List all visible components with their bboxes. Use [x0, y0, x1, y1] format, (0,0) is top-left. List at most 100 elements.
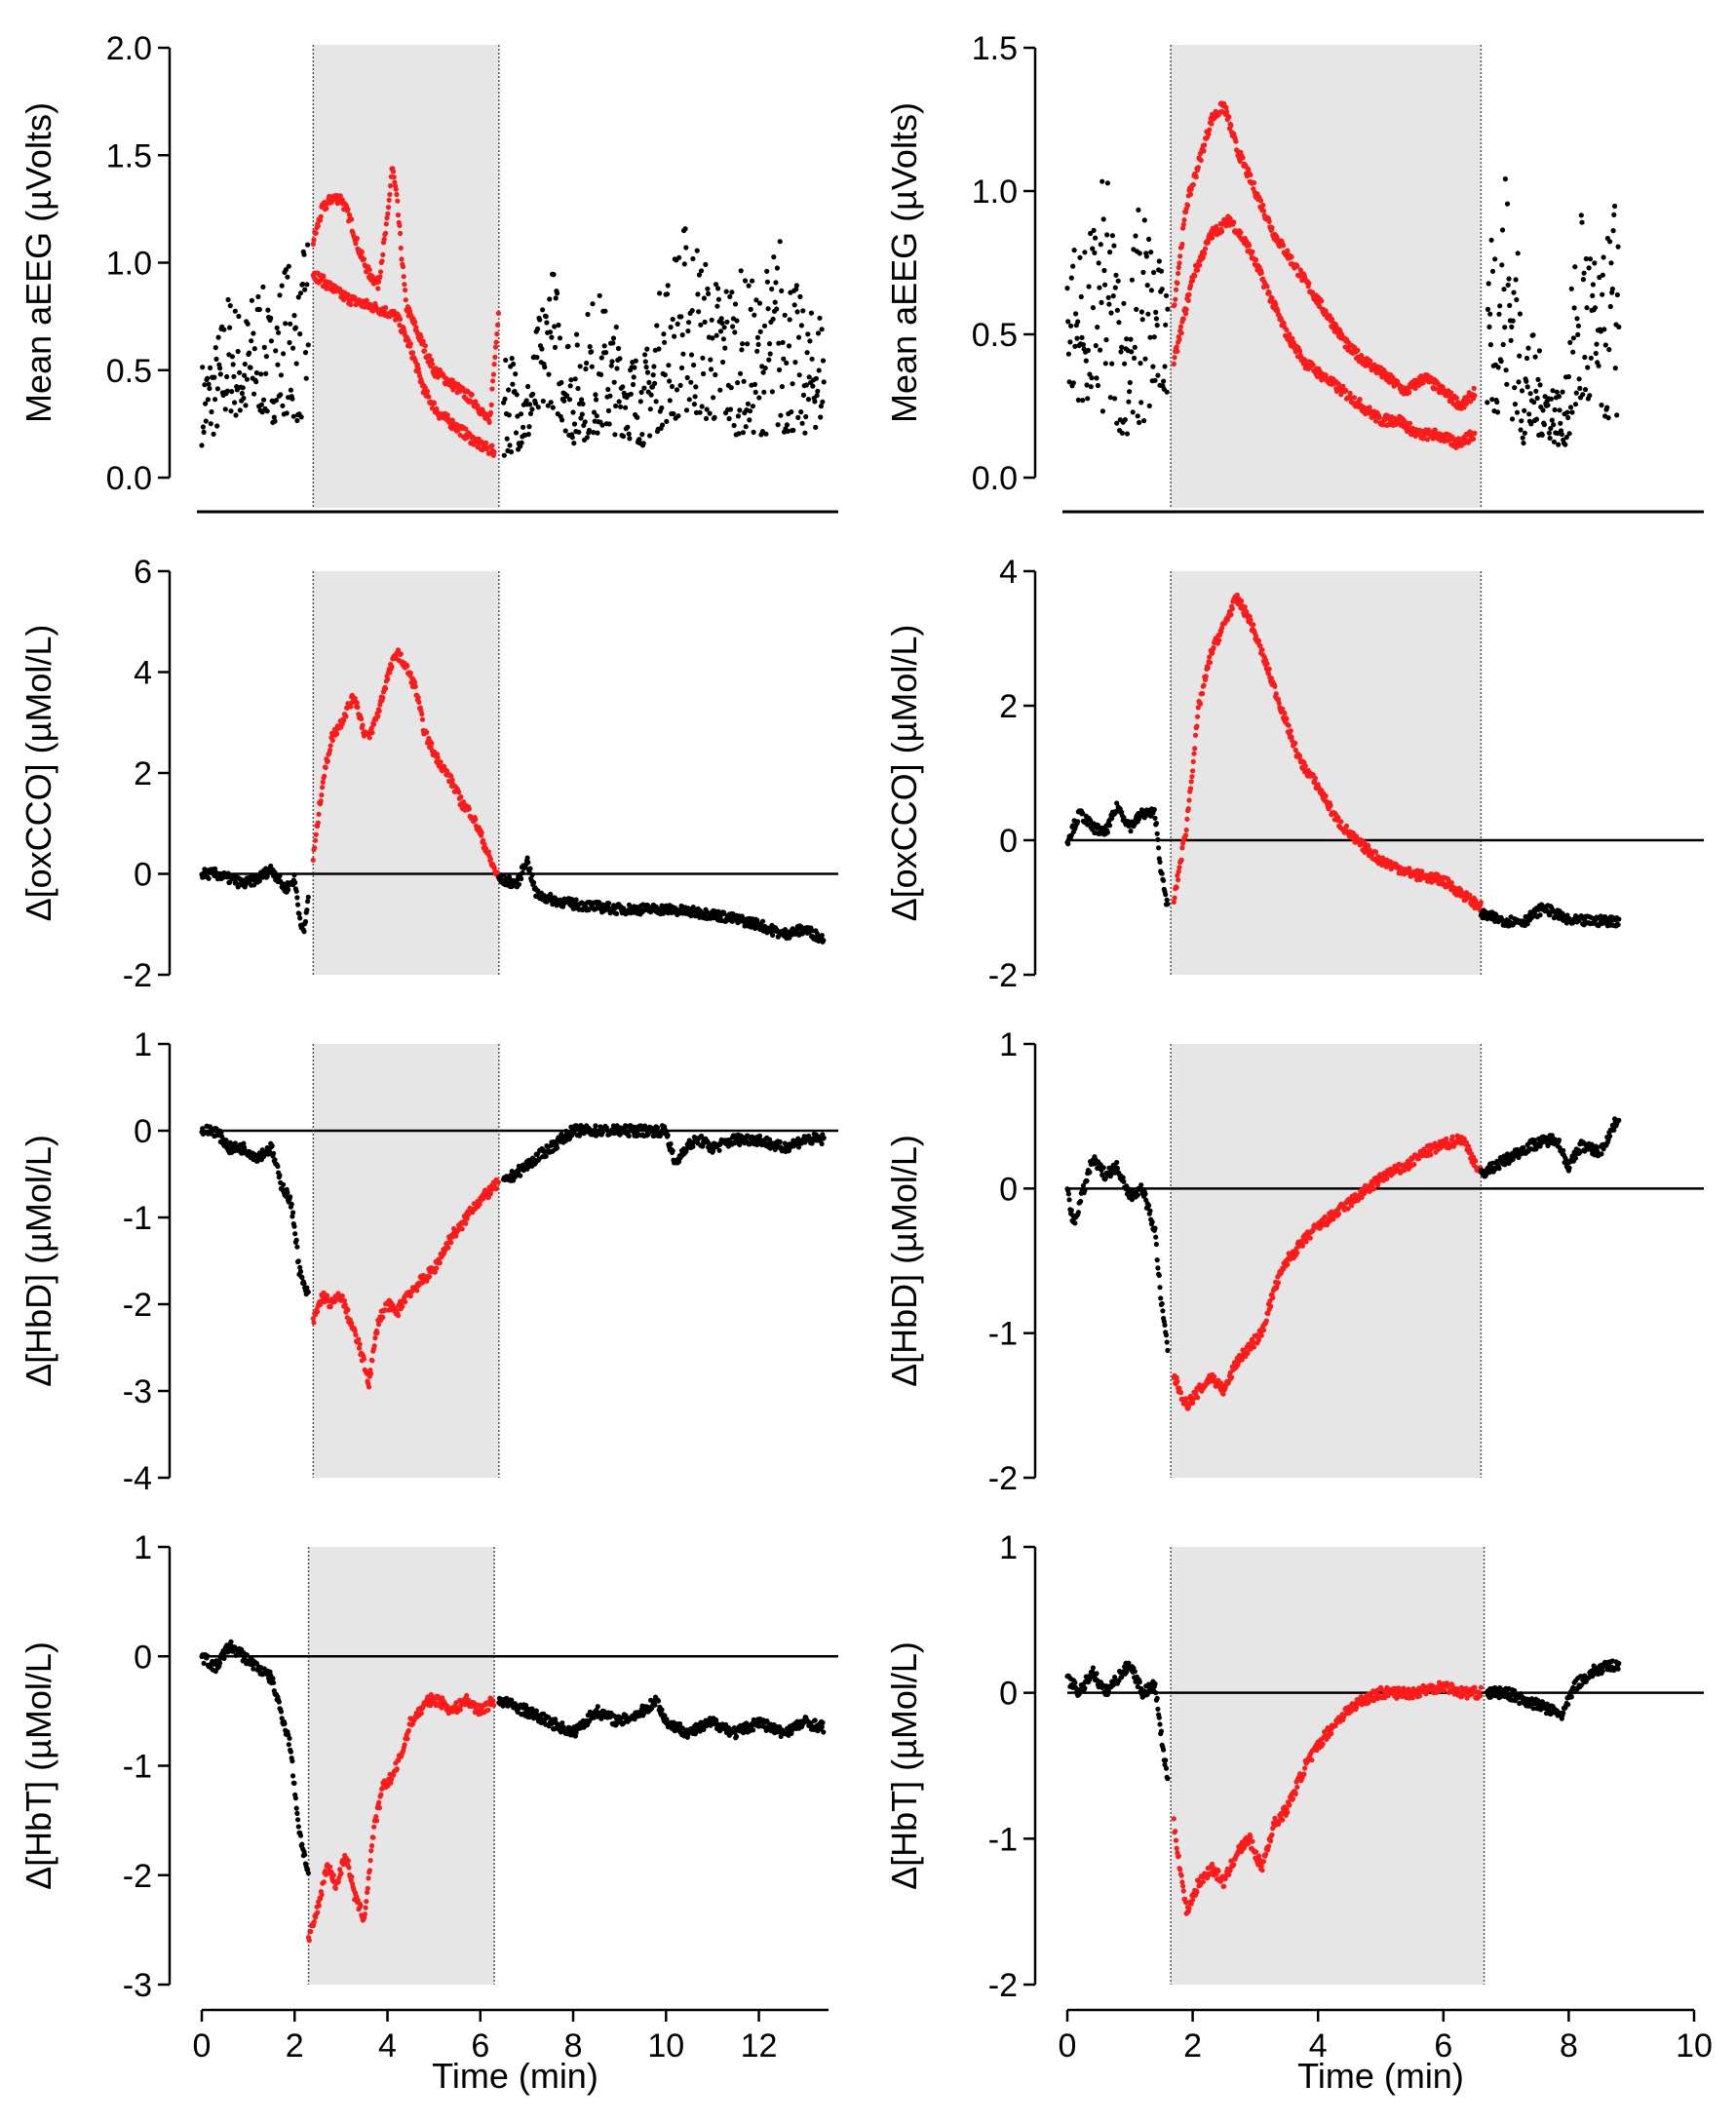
data-point: [1455, 436, 1462, 442]
data-point: [310, 1316, 316, 1322]
data-point: [772, 1146, 778, 1152]
data-point: [449, 777, 455, 784]
data-point: [1219, 108, 1225, 115]
data-point: [584, 435, 590, 441]
data-point: [311, 237, 317, 243]
data-point: [429, 741, 435, 747]
data-point: [582, 419, 588, 425]
series-baseline-post: [501, 1123, 827, 1183]
data-point: [805, 397, 812, 403]
data-point: [654, 1125, 661, 1131]
data-point: [566, 397, 573, 403]
data-point: [273, 398, 279, 404]
data-point: [213, 356, 219, 362]
data-point: [1489, 397, 1495, 403]
data-point: [1207, 660, 1214, 666]
data-point: [379, 258, 385, 264]
data-point: [243, 403, 249, 408]
data-point: [1107, 823, 1113, 829]
data-point: [398, 230, 404, 237]
data-point: [721, 325, 727, 330]
data-point: [1171, 899, 1177, 906]
data-point: [1088, 384, 1094, 390]
data-point: [1306, 281, 1312, 287]
data-point: [1214, 223, 1219, 229]
data-point: [289, 396, 295, 402]
data-point: [1109, 233, 1115, 239]
data-point: [766, 357, 772, 363]
data-point: [487, 1190, 494, 1197]
data-point: [587, 344, 593, 350]
data-point: [595, 430, 600, 436]
data-point: [1203, 674, 1209, 679]
data-point: [643, 365, 649, 370]
data-point: [1071, 248, 1077, 253]
data-point: [1233, 138, 1239, 144]
data-point: [712, 414, 717, 420]
data-point: [674, 387, 680, 393]
data-point: [631, 374, 637, 380]
data-point: [1177, 253, 1183, 259]
data-point: [202, 382, 208, 388]
series-baseline-pre: [1064, 178, 1171, 437]
data-point: [329, 737, 335, 744]
data-point: [477, 1201, 482, 1207]
data-point: [434, 1265, 440, 1271]
data-point: [225, 296, 231, 303]
data-point: [422, 348, 428, 354]
data-point: [1098, 347, 1103, 353]
data-point: [1596, 363, 1601, 368]
data-point: [1600, 272, 1605, 278]
data-point: [1590, 292, 1596, 298]
data-point: [1099, 299, 1104, 305]
data-point: [1607, 303, 1613, 310]
data-point: [366, 267, 372, 273]
data-point: [1257, 642, 1263, 649]
data-point: [1065, 319, 1071, 325]
data-point: [395, 212, 402, 218]
data-point: [412, 683, 418, 690]
data-point: [750, 278, 755, 284]
data-point: [696, 309, 702, 315]
data-point: [529, 406, 535, 412]
data-point: [559, 417, 565, 423]
data-point: [1585, 365, 1591, 370]
data-point: [1151, 334, 1157, 340]
data-point: [812, 399, 818, 405]
data-point: [1588, 355, 1594, 361]
data-point: [685, 328, 691, 334]
data-point: [521, 424, 526, 430]
data-point: [1594, 341, 1600, 347]
data-point: [482, 841, 487, 847]
data-point: [1164, 897, 1170, 903]
data-point: [283, 321, 289, 327]
data-point: [354, 700, 360, 706]
data-point: [387, 670, 393, 676]
data-point: [804, 350, 810, 356]
data-point: [570, 409, 576, 415]
data-point: [577, 364, 583, 369]
data-point: [1572, 402, 1579, 407]
data-point: [1551, 422, 1557, 428]
data-point: [568, 377, 574, 383]
data-point: [703, 415, 710, 421]
data-point: [1512, 402, 1518, 407]
data-point: [242, 361, 248, 367]
data-point: [1144, 283, 1150, 289]
data-point: [1097, 285, 1102, 290]
data-point: [1552, 406, 1558, 413]
data-point: [816, 367, 822, 373]
data-point: [269, 1142, 275, 1149]
data-point: [1548, 425, 1554, 432]
data-point: [1092, 250, 1098, 255]
data-point: [1260, 208, 1267, 213]
data-point: [769, 286, 775, 292]
data-point: [1582, 387, 1589, 393]
data-point: [354, 235, 360, 242]
data-point: [1489, 268, 1496, 274]
data-point: [1141, 418, 1147, 424]
data-point: [274, 325, 280, 330]
series-baseline-post: [496, 855, 827, 945]
data-point: [770, 316, 776, 322]
